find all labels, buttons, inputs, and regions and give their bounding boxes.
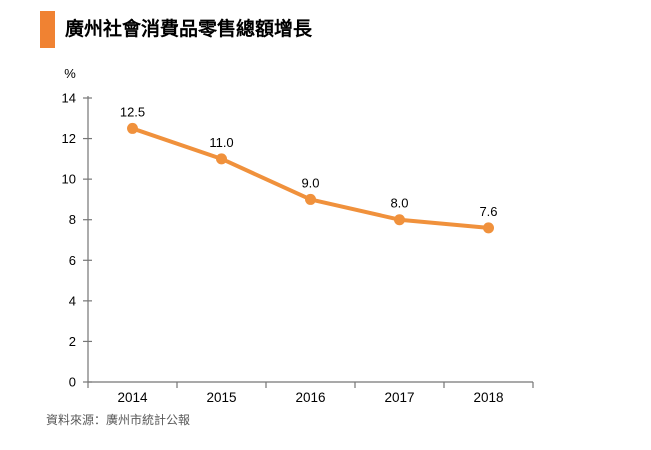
data-point-label: 9.0 bbox=[301, 175, 319, 190]
data-point-label: 7.6 bbox=[479, 204, 497, 219]
data-point-label: 8.0 bbox=[390, 196, 408, 211]
y-tick-label: 4 bbox=[69, 293, 76, 308]
data-point-marker bbox=[305, 193, 316, 205]
x-tick-label: 2017 bbox=[384, 390, 414, 405]
x-tick-label: 2014 bbox=[117, 390, 148, 405]
x-tick-label: 2016 bbox=[295, 390, 325, 405]
data-point-label: 11.0 bbox=[209, 135, 233, 150]
data-point-marker bbox=[394, 214, 405, 226]
y-tick-label: 10 bbox=[62, 172, 76, 187]
y-tick-label: 2 bbox=[69, 334, 76, 349]
y-tick-label: 14 bbox=[62, 91, 76, 106]
x-tick-label: 2018 bbox=[473, 390, 503, 405]
chart-header: 廣州社會消費品零售總額增長 bbox=[40, 11, 312, 48]
y-tick-label: 6 bbox=[69, 253, 76, 268]
x-tick-label: 2015 bbox=[206, 390, 236, 405]
y-tick-label: 12 bbox=[62, 131, 76, 146]
title-accent-bar bbox=[40, 11, 55, 48]
y-tick-label: 8 bbox=[69, 212, 76, 227]
data-point-marker bbox=[216, 153, 227, 165]
chart-title: 廣州社會消費品零售總額增長 bbox=[65, 19, 313, 40]
data-point-label: 12.5 bbox=[120, 104, 145, 119]
source-note: 資料來源：廣州市統計公報 bbox=[46, 413, 191, 427]
y-axis-unit-label: % bbox=[64, 66, 76, 81]
data-point-marker bbox=[127, 122, 138, 134]
y-tick-label: 0 bbox=[69, 375, 76, 390]
data-point-marker bbox=[483, 222, 494, 234]
